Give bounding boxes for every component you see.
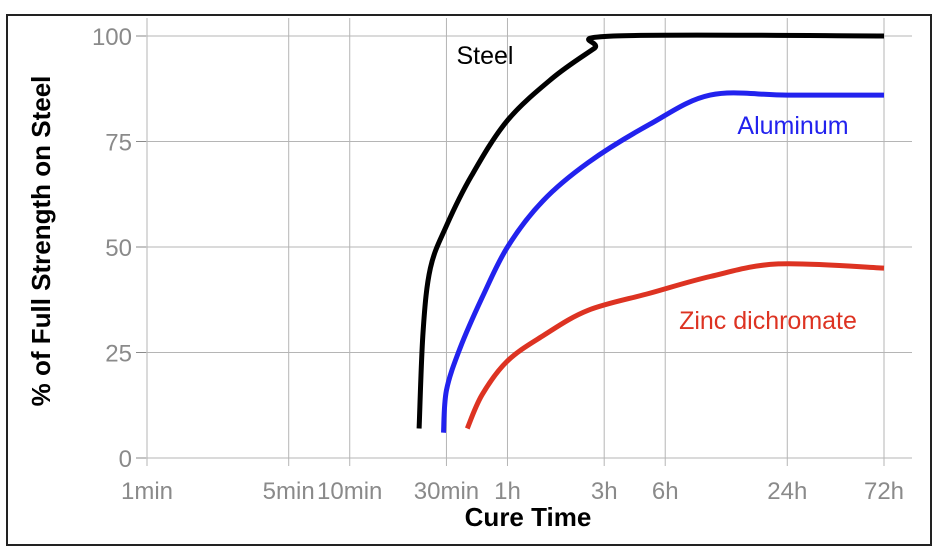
y-tick-label: 75 [105, 130, 132, 157]
series-line-steel [416, 32, 885, 429]
x-tick-label: 24h [767, 478, 807, 505]
grid [136, 18, 912, 466]
series-label-aluminum: Aluminum [737, 112, 848, 140]
x-tick-label: 72h [864, 478, 904, 505]
y-tick-labels: 0 25 50 75 100 [92, 24, 132, 473]
y-tick-label: 50 [105, 235, 132, 262]
x-tick-label: 1min [121, 478, 173, 505]
x-tick-label: 1h [494, 478, 521, 505]
y-tick-label: 25 [105, 341, 132, 368]
x-tick-labels: 1min 5min 10min 30min 1h 3h 6h 24h 72h [121, 478, 904, 505]
series-label-zinc-dichromate: Zinc dichromate [679, 307, 857, 335]
x-tick-label: 5min [263, 478, 315, 505]
series-labels: Steel Aluminum Zinc dichromate [457, 42, 857, 335]
x-tick-label: 6h [652, 478, 679, 505]
x-tick-label: 3h [591, 478, 618, 505]
x-tick-label: 10min [317, 478, 382, 505]
y-tick-label: 0 [119, 446, 132, 473]
x-axis-title: Cure Time [465, 502, 592, 532]
series-line-aluminum [441, 90, 884, 433]
y-tick-label: 100 [92, 24, 132, 51]
x-tick-label: 30min [414, 478, 479, 505]
series-label-steel: Steel [457, 42, 514, 70]
chart-frame [6, 14, 932, 546]
y-axis-title: % of Full Strength on Steel [26, 76, 56, 407]
series-line-zinc-dichromate [464, 261, 885, 430]
series-lines [416, 32, 885, 433]
